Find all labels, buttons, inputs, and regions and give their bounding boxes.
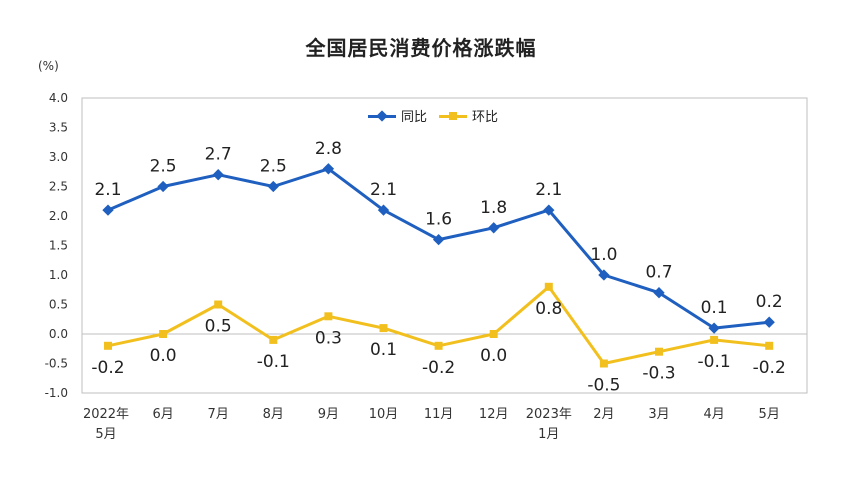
data-point-mom — [379, 324, 388, 333]
data-point-mom — [104, 341, 112, 350]
x-tick-label: 8月 — [263, 407, 284, 422]
data-point-yoy — [543, 204, 555, 216]
data-label-mom: -0.1 — [698, 352, 731, 372]
legend-swatch-yoy — [368, 110, 396, 122]
y-tick-label: 4.0 — [49, 91, 68, 105]
data-point-yoy — [212, 169, 224, 181]
data-point-mom — [159, 330, 168, 338]
x-tick-label: 12月 — [479, 407, 509, 422]
x-tick-label: 1月 — [538, 427, 559, 442]
legend-label-mom: 环比 — [472, 110, 499, 125]
data-label-mom: 0.8 — [535, 299, 562, 319]
data-label-mom: -0.3 — [642, 364, 675, 384]
y-tick-label: 1.0 — [49, 268, 68, 282]
data-point-yoy — [377, 204, 390, 216]
data-point-mom — [434, 341, 443, 350]
data-label-mom: 0.5 — [205, 317, 232, 337]
data-label-mom: -0.2 — [91, 358, 124, 378]
data-point-yoy — [708, 322, 720, 334]
y-tick-label: 1.5 — [49, 239, 68, 253]
x-tick-label: 5月 — [95, 427, 116, 442]
x-tick-label: 7月 — [208, 407, 229, 422]
data-label-mom: -0.5 — [587, 376, 620, 396]
data-point-yoy — [267, 180, 279, 193]
data-label-mom: 0.1 — [370, 340, 397, 360]
data-label-mom: 0.0 — [150, 346, 177, 366]
data-label-yoy: 2.1 — [94, 180, 121, 200]
legend-label-yoy: 同比 — [401, 110, 428, 125]
series-line-0 — [107, 167, 770, 330]
data-point-yoy — [488, 222, 500, 234]
data-label-yoy: 1.6 — [425, 210, 452, 230]
data-point-mom — [655, 347, 663, 356]
legend-swatch-mom — [439, 110, 468, 122]
data-point-mom — [599, 359, 608, 368]
x-tick-label: 3月 — [648, 407, 669, 422]
data-label-mom: -0.2 — [753, 358, 786, 378]
data-label-mom: 0.3 — [315, 328, 342, 348]
data-label-yoy: 0.1 — [701, 298, 728, 318]
plot-frame — [81, 97, 808, 394]
data-point-yoy — [157, 180, 169, 193]
data-point-yoy — [653, 287, 665, 299]
data-point-mom — [324, 312, 333, 321]
x-tick-label: 6月 — [152, 407, 173, 422]
data-point-mom — [214, 300, 223, 309]
y-tick-label: 3.0 — [49, 150, 68, 164]
chart-title: 全国居民消费价格涨跌幅 — [305, 36, 537, 60]
x-tick-label: 11月 — [424, 407, 454, 422]
x-tick-label: 10月 — [369, 407, 399, 422]
y-tick-label: 0.0 — [49, 327, 68, 341]
data-point-yoy — [102, 204, 114, 216]
data-label-yoy: 2.5 — [150, 157, 177, 177]
data-label-mom: -0.2 — [422, 358, 455, 378]
data-label-yoy: 2.7 — [205, 145, 232, 165]
data-point-yoy — [322, 163, 335, 175]
data-point-mom — [544, 282, 553, 291]
legend-item-mom: 环比 — [439, 106, 498, 125]
data-label-yoy: 1.0 — [590, 245, 617, 265]
y-tick-label: 2.5 — [49, 180, 68, 194]
data-point-mom — [710, 335, 719, 344]
y-tick-label: -1.0 — [45, 386, 68, 400]
data-label-mom: 0.0 — [480, 346, 507, 366]
data-label-yoy: 2.1 — [535, 180, 562, 200]
y-tick-label: 2.0 — [49, 209, 68, 223]
data-point-yoy — [432, 233, 445, 246]
x-tick-label: 2023年 — [526, 407, 572, 422]
data-label-yoy: 0.2 — [756, 292, 783, 312]
data-point-mom — [269, 335, 278, 344]
data-point-yoy — [763, 316, 775, 328]
data-label-yoy: 2.1 — [370, 180, 397, 200]
x-tick-label: 5月 — [759, 407, 780, 422]
x-tick-label: 9月 — [318, 407, 339, 422]
data-label-yoy: 2.8 — [315, 139, 342, 159]
y-tick-label: 0.5 — [49, 298, 68, 312]
x-tick-label: 2022年 — [83, 407, 129, 422]
legend: 同比 环比 — [368, 106, 498, 125]
data-point-yoy — [598, 269, 610, 281]
data-label-yoy: 2.5 — [260, 157, 287, 177]
data-label-mom: -0.1 — [257, 352, 290, 372]
data-point-mom — [489, 330, 498, 338]
data-point-mom — [765, 341, 774, 350]
y-tick-label: -0.5 — [45, 357, 68, 371]
x-tick-label: 4月 — [703, 407, 724, 422]
data-label-yoy: 0.7 — [645, 263, 672, 283]
y-tick-label: 3.5 — [49, 121, 68, 135]
y-axis-unit: (%) — [38, 59, 59, 73]
data-label-yoy: 1.8 — [480, 198, 507, 218]
x-tick-label: 2月 — [593, 407, 614, 422]
legend-item-yoy: 同比 — [368, 106, 427, 125]
